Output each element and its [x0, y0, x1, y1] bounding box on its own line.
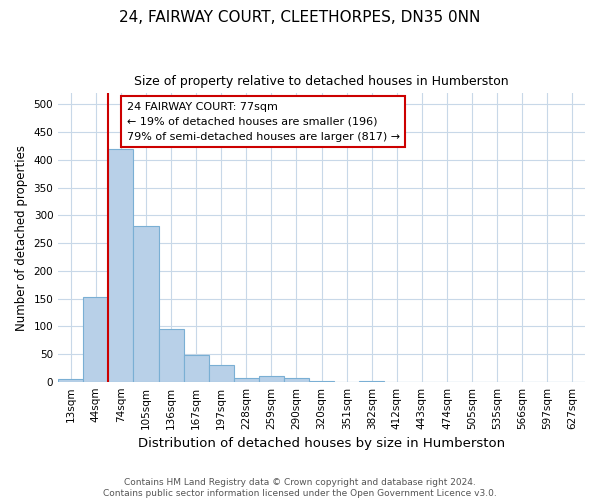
Y-axis label: Number of detached properties: Number of detached properties: [15, 144, 28, 330]
Bar: [359, 381, 385, 382]
Bar: [309, 380, 334, 382]
Bar: [234, 378, 259, 382]
Bar: [83, 298, 109, 382]
Bar: [133, 226, 158, 382]
X-axis label: Distribution of detached houses by size in Humberston: Distribution of detached houses by size …: [138, 437, 505, 450]
Bar: [284, 378, 309, 382]
Text: 24, FAIRWAY COURT, CLEETHORPES, DN35 0NN: 24, FAIRWAY COURT, CLEETHORPES, DN35 0NN: [119, 10, 481, 25]
Bar: [158, 329, 184, 382]
Bar: [209, 365, 234, 382]
Title: Size of property relative to detached houses in Humberston: Size of property relative to detached ho…: [134, 75, 509, 88]
Bar: [259, 376, 284, 382]
Text: Contains HM Land Registry data © Crown copyright and database right 2024.
Contai: Contains HM Land Registry data © Crown c…: [103, 478, 497, 498]
Bar: [184, 355, 209, 382]
Text: 24 FAIRWAY COURT: 77sqm
← 19% of detached houses are smaller (196)
79% of semi-d: 24 FAIRWAY COURT: 77sqm ← 19% of detache…: [127, 102, 400, 142]
Bar: [109, 149, 133, 382]
Bar: [58, 379, 83, 382]
